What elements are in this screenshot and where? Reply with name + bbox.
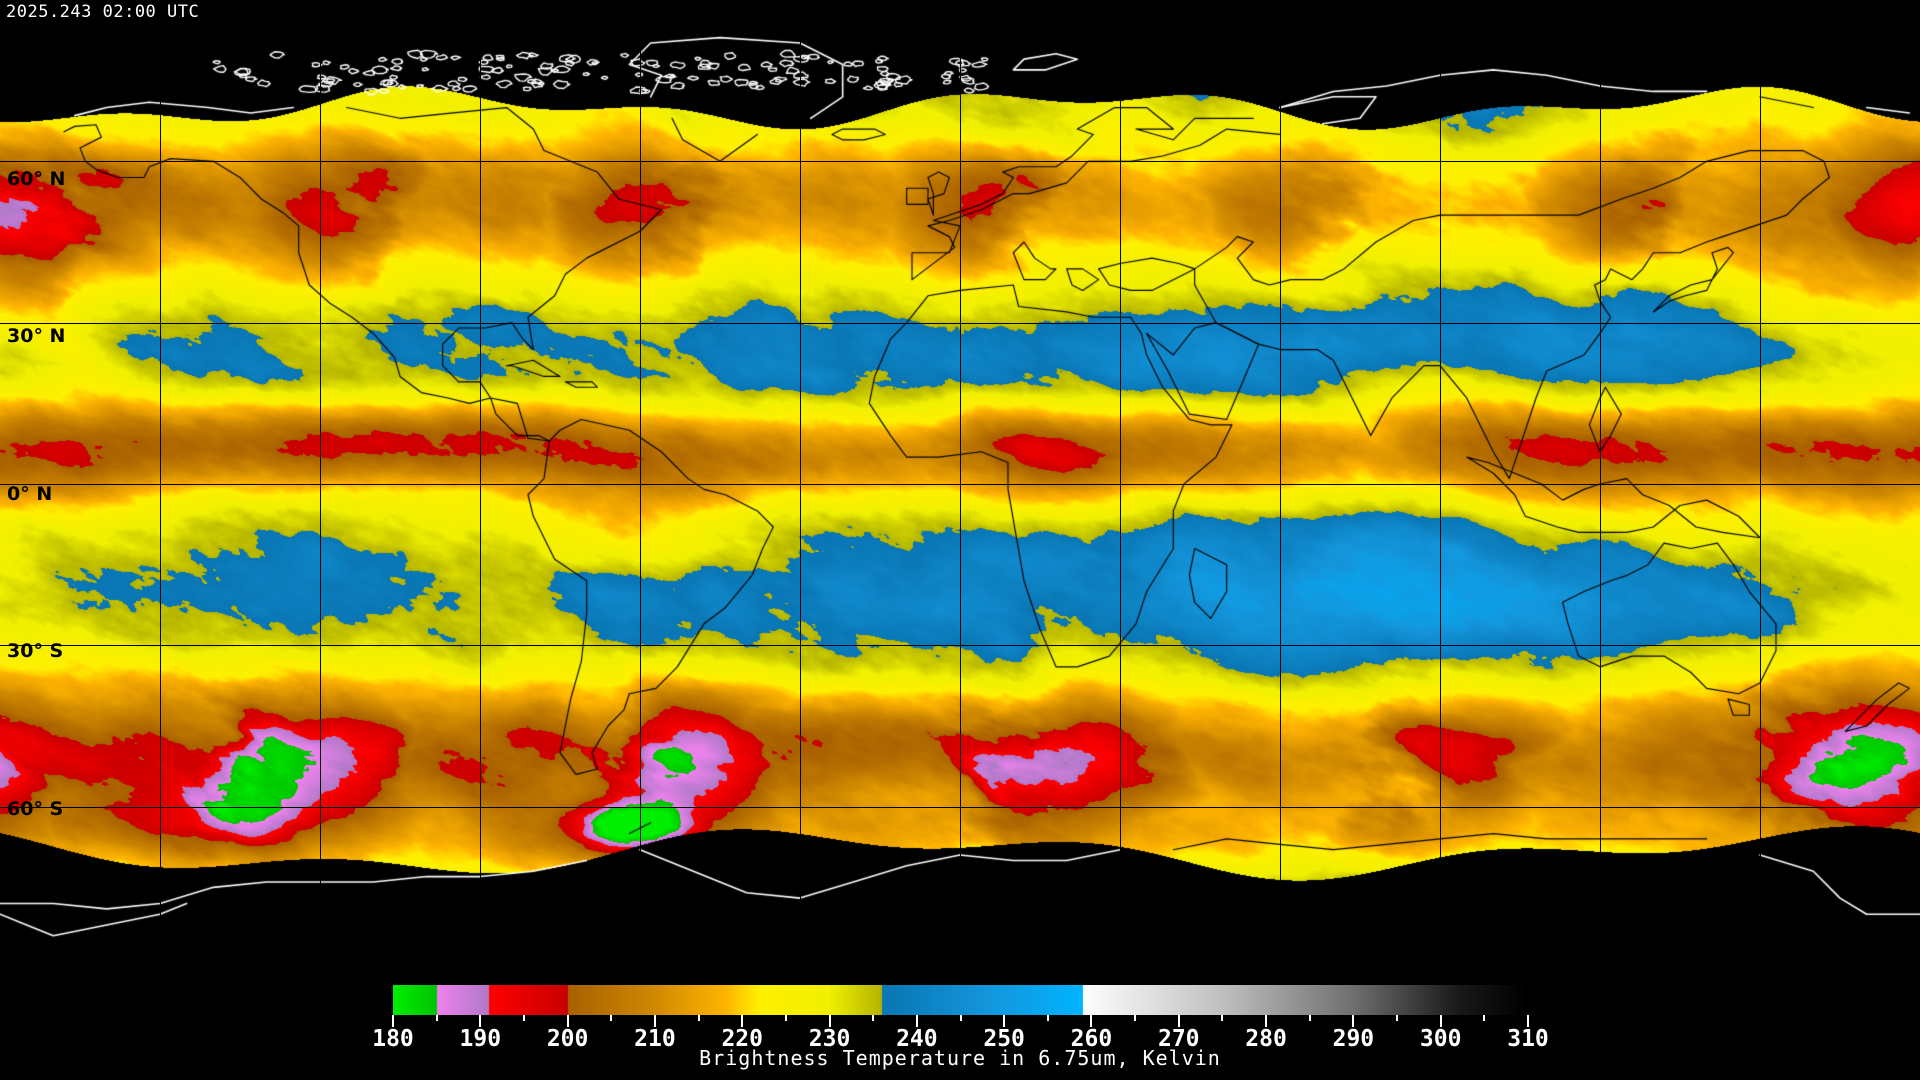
colorbar-minor-tick bbox=[1396, 1015, 1399, 1021]
colorbar-minor-tick bbox=[610, 1015, 613, 1021]
colorbar-tick-label: 300 bbox=[1419, 1026, 1462, 1052]
colorbar-minor-tick bbox=[697, 1015, 700, 1021]
longitude-gridline bbox=[1120, 0, 1121, 968]
colorbar-major-tick bbox=[828, 1015, 831, 1027]
longitude-gridline bbox=[960, 0, 961, 968]
colorbar-major-tick bbox=[1352, 1015, 1355, 1027]
colorbar-tick-label: 290 bbox=[1332, 1026, 1375, 1052]
colorbar-tick-label: 240 bbox=[896, 1026, 938, 1052]
colorbar-tick-label: 200 bbox=[546, 1026, 589, 1052]
longitude-gridline bbox=[1760, 0, 1761, 968]
colorbar-major-tick bbox=[1527, 1015, 1529, 1027]
colorbar-major-tick bbox=[653, 1015, 656, 1027]
colorbar-major-tick bbox=[915, 1015, 918, 1027]
colorbar-tick-label: 190 bbox=[459, 1026, 502, 1052]
colorbar-minor-tick bbox=[1134, 1015, 1137, 1021]
timestamp-label: 2025.243 02:00 UTC bbox=[6, 2, 200, 22]
colorbar-minor-tick bbox=[959, 1015, 962, 1021]
legend-caption: Brightness Temperature in 6.75um, Kelvin bbox=[699, 1046, 1221, 1070]
latitude-label: 60° N bbox=[7, 168, 66, 190]
colorbar-tick-label: 180 bbox=[372, 1026, 414, 1052]
colorbar-tick-label: 280 bbox=[1245, 1026, 1287, 1052]
colorbar-ticks bbox=[392, 1015, 1529, 1027]
colorbar-major-tick bbox=[479, 1015, 482, 1027]
longitude-gridline bbox=[1600, 0, 1601, 968]
colorbar-tick-label: 220 bbox=[721, 1026, 763, 1052]
longitude-gridline bbox=[800, 0, 801, 968]
colorbar-major-tick bbox=[741, 1015, 744, 1027]
colorbar-minor-tick bbox=[435, 1015, 438, 1021]
colorbar-tick-label: 270 bbox=[1157, 1026, 1200, 1052]
longitude-gridline bbox=[480, 0, 481, 968]
colorbar-major-tick bbox=[1439, 1015, 1442, 1027]
colorbar-minor-tick bbox=[784, 1015, 787, 1021]
longitude-gridline bbox=[160, 0, 161, 968]
colorbar-minor-tick bbox=[1308, 1015, 1311, 1021]
map-panel[interactable]: 2025.243 02:00 UTC 60° N 30° N 0° N 30° S 60… bbox=[0, 0, 1920, 968]
colorbar-container: 180 190 200 210 220 230 240 250 260 270 280 290 300 3… bbox=[372, 985, 1549, 1052]
colorbar-tick-label: 210 bbox=[634, 1026, 676, 1052]
longitude-gridline bbox=[640, 0, 641, 968]
colorbar-tick-label: 260 bbox=[1070, 1026, 1113, 1052]
colorbar-gradient bbox=[393, 985, 1528, 1015]
colorbar-minor-tick bbox=[1483, 1015, 1486, 1021]
colorbar-major-tick bbox=[1003, 1015, 1006, 1027]
colorbar-tick-labels: 180 190 200 210 220 230 240 250 260 270 280 290 300 3… bbox=[372, 1026, 1549, 1056]
colorbar-minor-tick bbox=[872, 1015, 875, 1021]
longitude-gridline bbox=[1440, 0, 1441, 968]
colorbar-tick-label: 310 bbox=[1507, 1026, 1549, 1052]
colorbar-tick-label: 250 bbox=[983, 1026, 1025, 1052]
colorbar-major-tick bbox=[566, 1015, 569, 1027]
longitude-gridline bbox=[320, 0, 321, 968]
colorbar-major-tick bbox=[1177, 1015, 1180, 1027]
colorbar-minor-tick bbox=[1221, 1015, 1224, 1021]
colorbar-minor-tick bbox=[1046, 1015, 1049, 1021]
latitude-label: 60° S bbox=[7, 798, 64, 820]
colorbar-minor-tick bbox=[522, 1015, 525, 1021]
colorbar-major-tick bbox=[392, 1015, 394, 1027]
colorbar-legend: 180 190 200 210 220 230 240 250 260 270 280 290 300 3… bbox=[0, 968, 1920, 1080]
latitude-label: 30° N bbox=[7, 325, 66, 347]
colorbar-major-tick bbox=[1265, 1015, 1268, 1027]
longitude-gridline bbox=[1280, 0, 1281, 968]
colorbar-tick-label: 230 bbox=[808, 1026, 851, 1052]
latitude-label: 30° S bbox=[7, 640, 64, 662]
latitude-label: 0° N bbox=[7, 483, 53, 505]
colorbar-major-tick bbox=[1090, 1015, 1093, 1027]
